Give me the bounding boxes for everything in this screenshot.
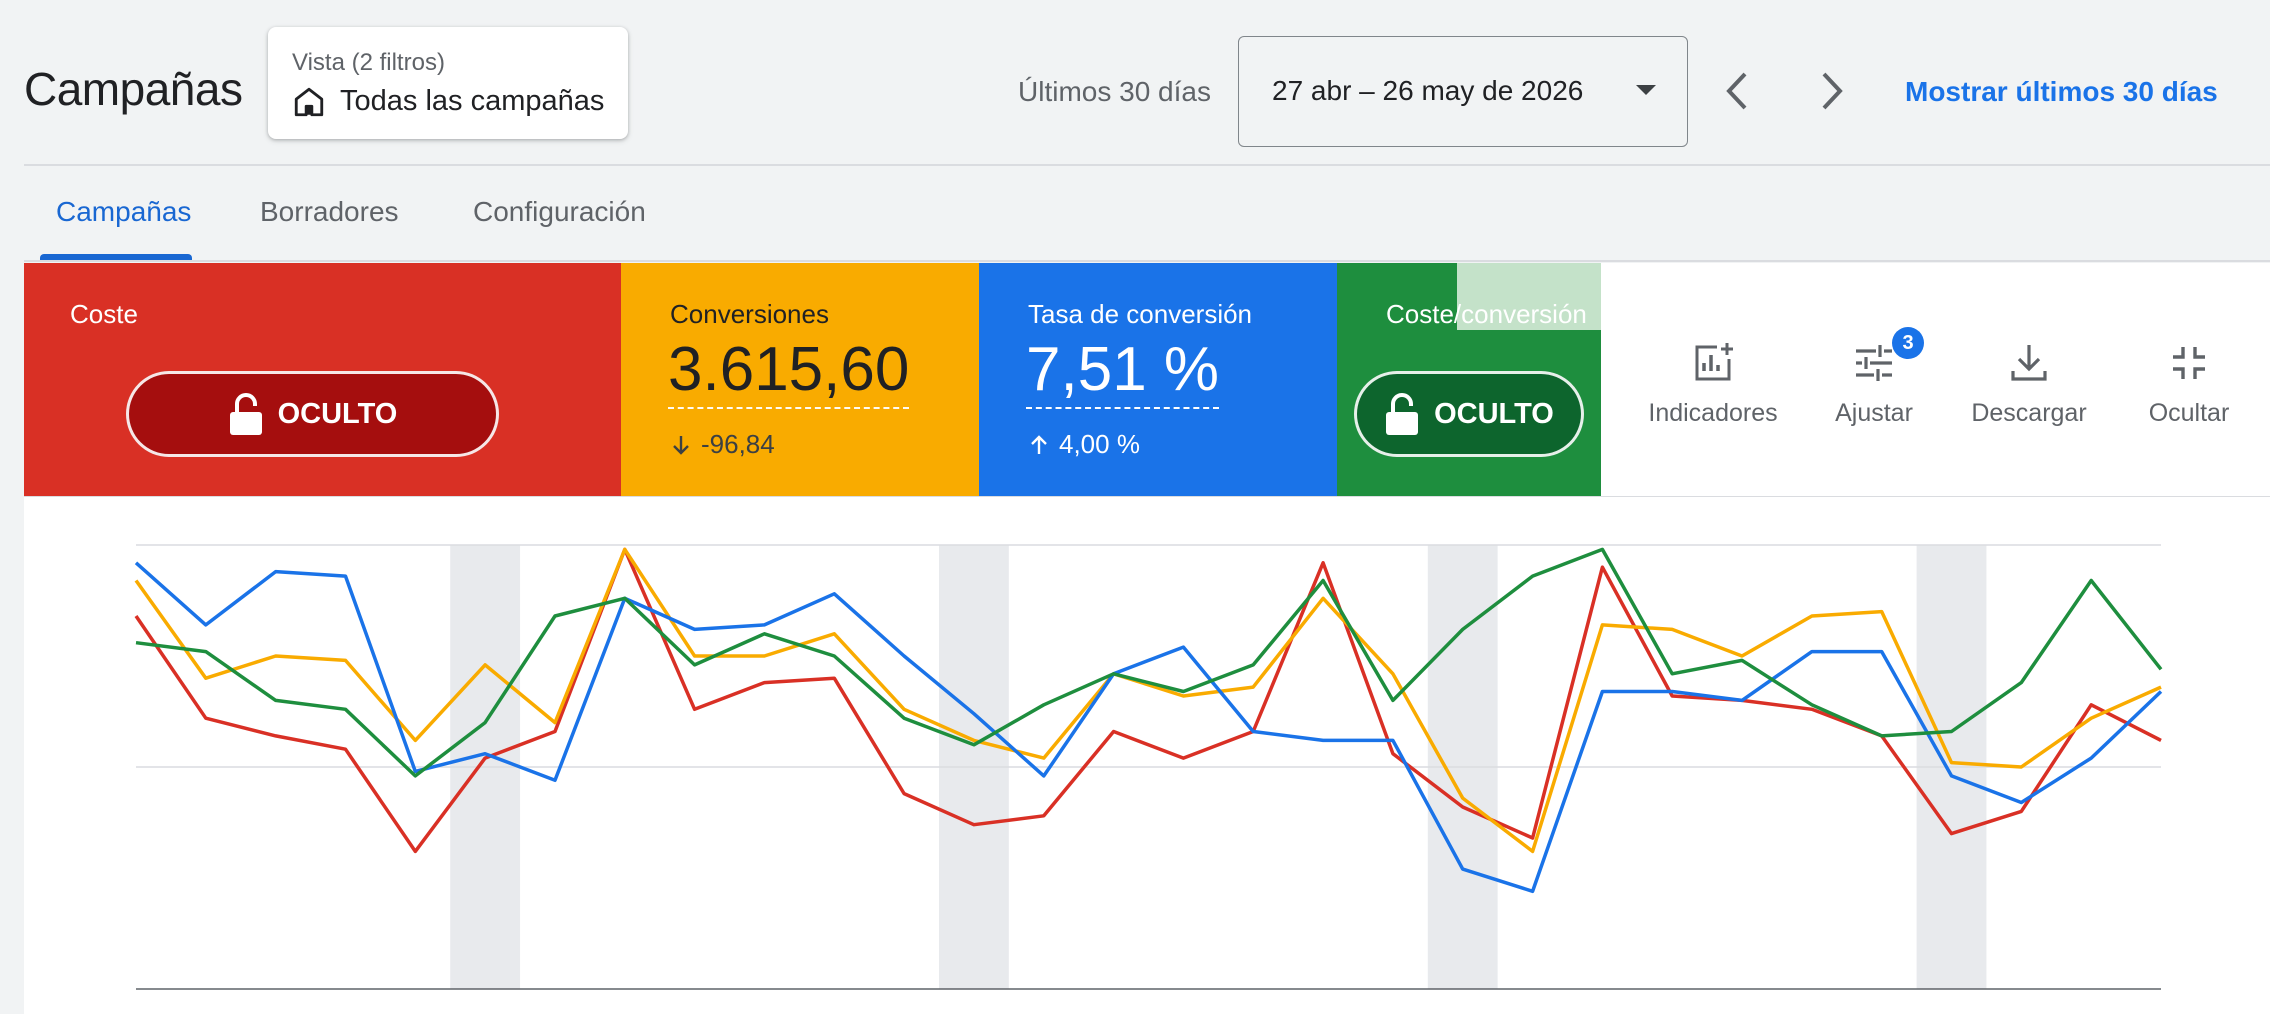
hidden-value-button[interactable]: OCULTO [126,371,499,457]
next-period-button[interactable] [1810,64,1854,118]
change-value: 4,00 % [1059,429,1140,459]
page-header: Campañas Vista (2 filtros) Todas las cam… [0,0,2270,164]
scorecard-label: Tasa de conversión [1028,299,1253,329]
series-line-1 [134,547,2162,854]
view-selector[interactable]: Vista (2 filtros) Todas las campañas [268,27,628,139]
scorecard-change: 4,00 % [1029,429,1140,460]
adjust-button[interactable]: 3 Ajustar [1824,263,1924,496]
date-range-label: Últimos 30 días [1018,76,1211,107]
scorecard-value: 7,51 % [1026,339,1220,409]
view-filter-label: Vista (2 filtros) [292,49,445,76]
hide-chart-button[interactable]: Ocultar [2131,263,2247,496]
indicators-label: Indicadores [1648,399,1778,427]
hide-label: Ocultar [2148,399,2230,427]
series-line-0 [134,547,2162,854]
adjust-label: Ajustar [1835,399,1913,427]
scorecard-cost-per-conversion[interactable]: Coste/conversión OCULTO [1337,263,1601,496]
hidden-value-button[interactable]: OCULTO [1354,371,1584,457]
scorecard-conversions[interactable]: Conversiones 3.615,60 -96,84 [621,263,979,496]
change-value: -96,84 [701,429,775,459]
view-value: Todas las campañas [340,85,605,117]
scorecard-cost[interactable]: Coste OCULTO [24,263,621,496]
arrow-up-icon [1031,434,1047,454]
previous-period-button[interactable] [1715,64,1759,118]
tune-icon [1856,345,1892,381]
scorecard-value: 3.615,60 [668,339,910,409]
header-divider [24,164,2270,166]
active-tab-indicator [40,254,192,260]
unlock-icon [1386,393,1419,435]
tab-settings[interactable]: Configuración [473,196,646,227]
series-line-2 [134,561,2163,894]
scorecard-conversion-rate[interactable]: Tasa de conversión 7,51 % 4,00 % [979,263,1337,496]
series-line-3 [135,547,2163,778]
date-range-picker[interactable]: 27 abr – 26 may de 2026 [1238,36,1688,147]
download-button[interactable]: Descargar [1964,263,2094,496]
home-icon [294,87,324,117]
adjust-count-badge: 3 [1892,327,1924,359]
scorecards-divider [24,496,2270,498]
indicators-button[interactable]: Indicadores [1646,263,1780,496]
download-label: Descargar [1971,399,2087,427]
unlock-icon [229,393,262,435]
hover-highlight [1457,263,1601,330]
date-range-value: 27 abr – 26 may de 2026 [1272,75,1584,106]
tabs-divider [24,260,2270,262]
hidden-value-label: OCULTO [277,397,398,430]
scorecard-change: -96,84 [671,429,775,460]
add-chart-icon [1695,343,1733,381]
scorecard-label: Conversiones [670,299,829,329]
hidden-value-label: OCULTO [1434,397,1554,430]
page-title: Campañas [24,63,243,115]
download-icon [2011,345,2047,381]
arrow-down-icon [673,435,689,455]
performance-chart[interactable] [24,497,2270,1014]
scorecard-label: Coste [70,299,138,329]
collapse-icon [2173,347,2205,379]
dropdown-arrow-icon [1636,85,1656,95]
scorecard-label: Coste/conversión [1386,299,1587,329]
tune-icon-wrapper: 3 [1852,327,1924,385]
chart-toolbar: Indicadores 3 Ajustar Descargar Ocultar [1601,263,2270,496]
show-last-30-days-link[interactable]: Mostrar últimos 30 días [1905,76,2218,107]
tab-drafts[interactable]: Borradores [260,196,399,227]
tab-campaigns[interactable]: Campañas [56,196,192,227]
line-chart-svg[interactable] [24,497,2270,1014]
